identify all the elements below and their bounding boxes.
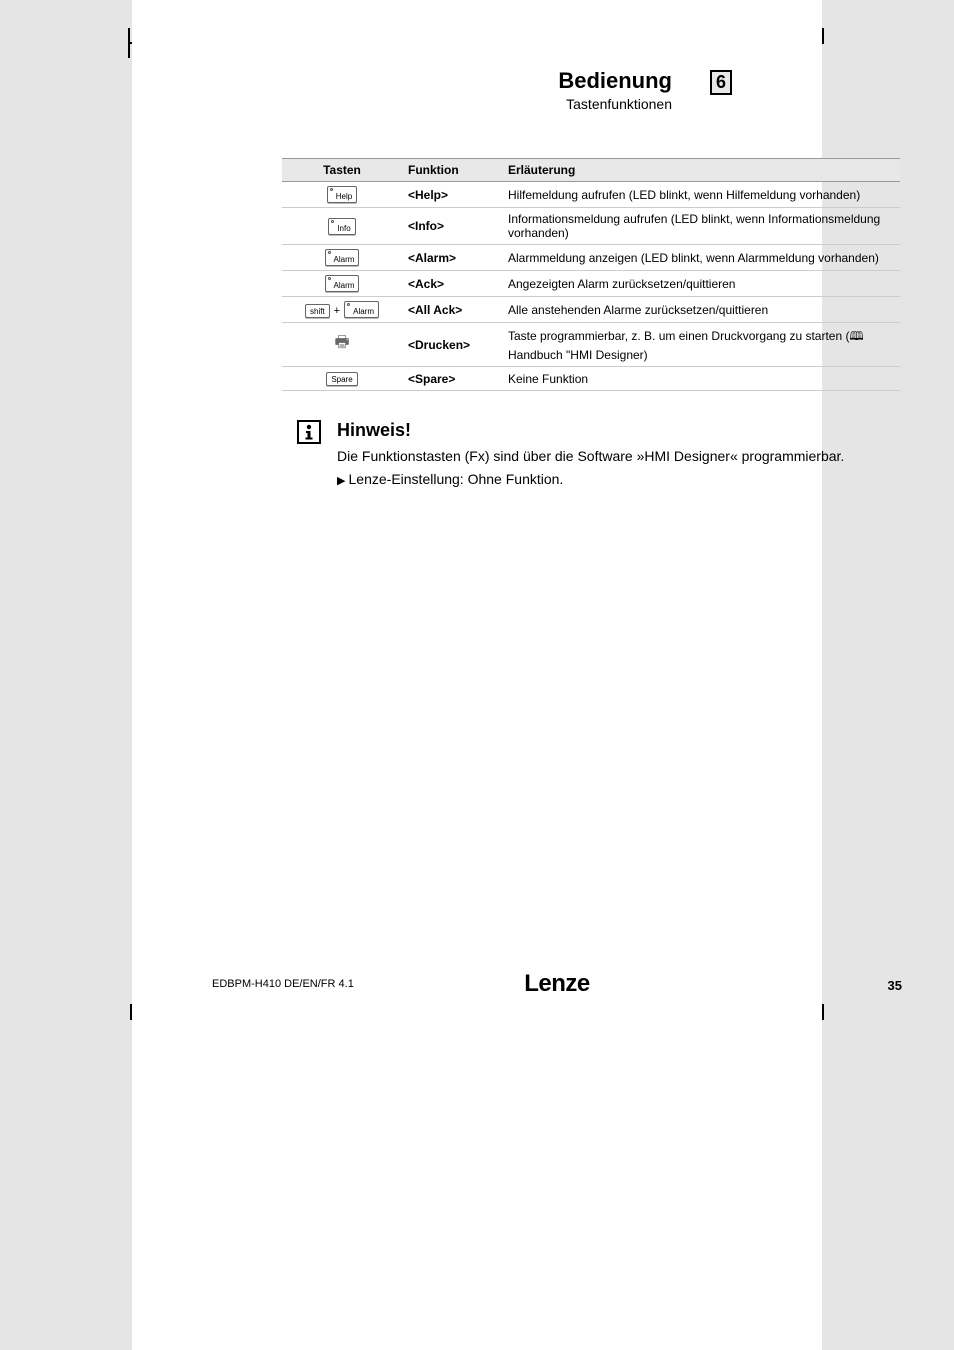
- keycap: shift: [305, 304, 330, 318]
- table-row: Alarm <Alarm>Alarmmeldung anzeigen (LED b…: [282, 245, 900, 271]
- keycap-label: Info: [337, 224, 350, 233]
- key-function-table: Tasten Funktion Erläuterung Help <Help>Hi…: [282, 158, 900, 391]
- led-icon: [347, 303, 350, 306]
- cell-tasten: Help: [282, 182, 402, 208]
- keycap-label: Alarm: [334, 281, 355, 290]
- chapter-number: 6: [710, 70, 732, 95]
- keycap: Alarm: [325, 275, 360, 292]
- page: Bedienung Tastenfunktionen 6 Tasten Funk…: [132, 0, 822, 1350]
- keycap-label: Alarm: [334, 255, 355, 264]
- note-body: Die Funktionstasten (Fx) sind über die S…: [337, 447, 887, 465]
- cell-erlaeuterung: Informationsmeldung aufrufen (LED blinkt…: [502, 208, 900, 245]
- cell-funktion: <Info>: [402, 208, 502, 245]
- table-row: Info <Info>Informationsmeldung aufrufen (…: [282, 208, 900, 245]
- led-icon: [328, 251, 331, 254]
- page-header: Bedienung Tastenfunktionen: [558, 68, 672, 112]
- cell-funktion: <Help>: [402, 182, 502, 208]
- footer-logo: Lenze: [524, 970, 590, 998]
- footer-doc-id: EDBPM-H410 DE/EN/FR 4.1: [212, 978, 354, 990]
- note-title: Hinweis!: [337, 420, 887, 441]
- table-row: Help <Help>Hilfemeldung aufrufen (LED bli…: [282, 182, 900, 208]
- cell-erlaeuterung: Taste programmierbar, z. B. um einen Dru…: [502, 323, 900, 367]
- note-bullet: Lenze-Einstellung: Ohne Funktion.: [337, 471, 887, 487]
- cell-erlaeuterung: Alarmmeldung anzeigen (LED blinkt, wenn …: [502, 245, 900, 271]
- note-block: Hinweis! Die Funktionstasten (Fx) sind ü…: [297, 420, 887, 487]
- cell-tasten: Spare: [282, 367, 402, 391]
- cell-tasten: shift + Alarm: [282, 297, 402, 323]
- cell-funktion: <Spare>: [402, 367, 502, 391]
- keycap-label: Help: [336, 192, 352, 201]
- cell-funktion: <Ack>: [402, 271, 502, 297]
- cell-funktion: <Drucken>: [402, 323, 502, 367]
- header-subtitle: Tastenfunktionen: [558, 96, 672, 112]
- table-row: 🖶 <Drucken>Taste programmierbar, z. B. um…: [282, 323, 900, 367]
- footer-page-number: 35: [888, 978, 902, 993]
- keycap: Alarm: [344, 301, 379, 318]
- cell-tasten: Alarm: [282, 271, 402, 297]
- keycap-label: shift: [310, 307, 325, 316]
- printer-icon: 🖶: [334, 334, 349, 351]
- col-header-funktion: Funktion: [402, 159, 502, 182]
- led-icon: [331, 220, 334, 223]
- cell-funktion: <Alarm>: [402, 245, 502, 271]
- table-row: shift + Alarm <All Ack>Alle anstehenden Ala…: [282, 297, 900, 323]
- col-header-tasten: Tasten: [282, 159, 402, 182]
- plus-icon: +: [334, 305, 340, 317]
- cell-tasten: 🖶: [282, 323, 402, 367]
- table-row: Alarm <Ack>Angezeigten Alarm zurücksetzen…: [282, 271, 900, 297]
- cell-erlaeuterung: Alle anstehenden Alarme zurücksetzen/qui…: [502, 297, 900, 323]
- led-icon: [328, 277, 331, 280]
- keycap-label: Spare: [331, 375, 352, 384]
- table-row: Spare <Spare>Keine Funktion: [282, 367, 900, 391]
- keycap-label: Alarm: [353, 307, 374, 316]
- keycap: Info: [328, 218, 355, 235]
- col-header-erlaeuterung: Erläuterung: [502, 159, 900, 182]
- info-icon: [297, 420, 321, 444]
- cell-erlaeuterung: Keine Funktion: [502, 367, 900, 391]
- keycap: Spare: [326, 372, 357, 386]
- cell-erlaeuterung: Hilfemeldung aufrufen (LED blinkt, wenn …: [502, 182, 900, 208]
- keycap: Help: [327, 186, 357, 203]
- cell-tasten: Alarm: [282, 245, 402, 271]
- header-title: Bedienung: [558, 68, 672, 94]
- keycap: Alarm: [325, 249, 360, 266]
- cell-tasten: Info: [282, 208, 402, 245]
- cell-funktion: <All Ack>: [402, 297, 502, 323]
- cell-erlaeuterung: Angezeigten Alarm zurücksetzen/quittiere…: [502, 271, 900, 297]
- led-icon: [330, 188, 333, 191]
